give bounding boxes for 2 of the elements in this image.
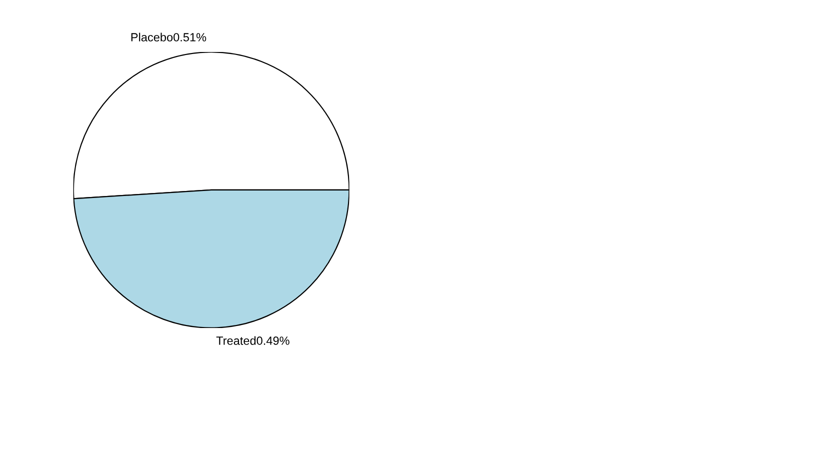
slice-label: Treated0.49% [216, 336, 290, 345]
slice-label: Placebo0.51% [131, 32, 206, 42]
